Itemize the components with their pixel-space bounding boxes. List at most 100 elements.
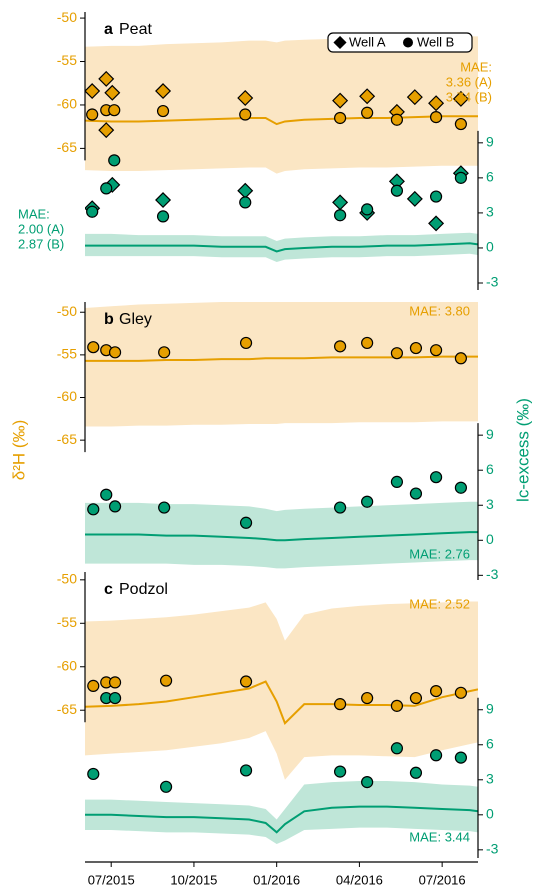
uncertainty-band xyxy=(85,780,478,844)
marker-diamond xyxy=(98,122,115,139)
panel-label: b xyxy=(104,311,114,328)
marker-circle xyxy=(156,104,170,118)
marker-diamond xyxy=(406,190,423,207)
y-tick-label: -60 xyxy=(57,96,77,112)
marker-circle xyxy=(429,749,443,762)
marker-diamond xyxy=(333,35,347,50)
marker-circle xyxy=(429,344,443,357)
marker-diamond xyxy=(332,194,349,211)
y-tick-label: -55 xyxy=(57,52,77,68)
mae-annotation: MAE: 3.80 xyxy=(409,303,470,318)
legend-label: Well A xyxy=(349,34,386,49)
y-tick-label: -55 xyxy=(57,346,77,362)
y2-tick-label: 3 xyxy=(486,496,494,512)
model-line xyxy=(85,115,478,126)
marker-circle xyxy=(239,108,252,121)
marker-circle xyxy=(108,691,122,705)
marker-circle xyxy=(454,481,468,494)
marker-circle xyxy=(100,182,113,195)
marker-circle xyxy=(454,751,468,764)
y2-tick-label: -3 xyxy=(486,274,499,290)
marker-circle xyxy=(158,501,171,514)
marker-circle xyxy=(429,111,443,124)
y-tick-label: -60 xyxy=(57,657,77,673)
y2-tick-label: 0 xyxy=(486,239,494,255)
y-tick-label: -50 xyxy=(57,9,77,25)
mae-annotation: MAE: 2.52 xyxy=(409,596,470,611)
y2-tick-label: 6 xyxy=(486,461,494,477)
marker-circle xyxy=(361,203,374,216)
uncertainty-band xyxy=(85,232,478,262)
panel-title: Gley xyxy=(119,311,152,328)
model-line xyxy=(85,680,478,726)
y2-tick-label: -3 xyxy=(486,566,499,582)
marker-circle xyxy=(361,495,374,508)
x-tick-label: 01/2016 xyxy=(253,872,300,887)
panel-label: a xyxy=(104,21,113,38)
marker-diamond xyxy=(85,83,101,100)
marker-circle xyxy=(239,764,253,777)
marker-circle xyxy=(159,674,173,687)
y-tick-label: -50 xyxy=(57,303,77,319)
x-tick-label: 10/2015 xyxy=(170,872,217,887)
marker-circle xyxy=(390,475,404,488)
marker-circle xyxy=(429,190,443,203)
marker-circle xyxy=(108,500,122,513)
legend-label: Well B xyxy=(417,34,454,49)
uncertainty-band xyxy=(85,36,478,174)
y-tick-label: -65 xyxy=(57,701,77,717)
panel-title: Podzol xyxy=(119,581,168,598)
marker-diamond xyxy=(428,215,445,232)
marker-circle xyxy=(108,104,121,117)
marker-circle xyxy=(361,336,374,350)
marker-circle xyxy=(87,679,100,692)
marker-diamond xyxy=(428,95,445,112)
y-tick-label: -55 xyxy=(57,614,77,630)
model-line xyxy=(85,531,478,542)
marker-diamond xyxy=(237,182,254,199)
marker-diamond xyxy=(406,89,423,106)
mae-annotation: MAE: 3.44 xyxy=(409,829,470,844)
y2-tick-label: 0 xyxy=(486,531,494,547)
panel xyxy=(85,36,478,262)
model-line xyxy=(85,242,478,253)
x-tick-label: 07/2015 xyxy=(88,872,135,887)
marker-circle xyxy=(108,676,122,689)
y-tick-label: -50 xyxy=(57,571,77,587)
marker-diamond xyxy=(237,90,254,107)
y2-tick-label: 9 xyxy=(486,134,494,150)
marker-circle xyxy=(108,154,121,167)
marker-circle xyxy=(390,699,404,712)
marker-circle xyxy=(334,111,347,125)
marker-circle xyxy=(361,691,374,705)
marker-circle xyxy=(86,108,99,121)
mae-annotation: MAE: xyxy=(18,206,50,221)
marker-circle xyxy=(239,516,253,529)
y-axis-label: δ²H (‰) xyxy=(9,420,28,480)
marker-circle xyxy=(409,766,423,779)
marker-circle xyxy=(334,698,347,711)
y2-tick-label: 6 xyxy=(486,735,494,751)
marker-circle xyxy=(87,767,100,781)
y2-tick-label: -3 xyxy=(486,841,499,857)
marker-diamond xyxy=(155,192,172,209)
marker-circle xyxy=(390,347,404,360)
model-line xyxy=(85,805,478,834)
panel xyxy=(85,601,478,844)
marker-circle xyxy=(159,780,173,793)
marker-circle xyxy=(334,340,347,353)
uncertainty-band xyxy=(85,501,478,569)
marker-circle xyxy=(409,691,423,705)
marker-diamond xyxy=(452,90,469,107)
marker-circle xyxy=(239,196,252,209)
y-tick-label: -65 xyxy=(57,431,77,447)
marker-circle xyxy=(429,684,443,698)
marker-circle xyxy=(334,209,347,222)
uncertainty-band xyxy=(85,601,478,780)
marker-diamond xyxy=(332,92,349,109)
y2-tick-label: 0 xyxy=(486,806,494,822)
marker-circle xyxy=(454,352,468,365)
mae-annotation: 2.00 (A) xyxy=(18,221,64,236)
x-tick-label: 04/2016 xyxy=(336,872,383,887)
